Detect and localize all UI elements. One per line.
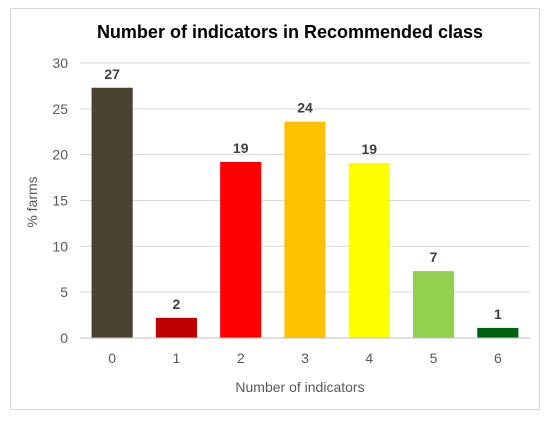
data-label: 24 bbox=[297, 100, 313, 116]
chart-title: Number of indicators in Recommended clas… bbox=[97, 22, 483, 42]
bar-2 bbox=[220, 162, 262, 338]
bar-5 bbox=[413, 271, 455, 338]
y-tick-label: 15 bbox=[52, 193, 68, 209]
y-axis-ticks: 0 5 10 15 20 25 30 bbox=[52, 55, 68, 346]
x-tick-label: 5 bbox=[430, 350, 438, 366]
bar-0 bbox=[91, 87, 133, 338]
data-label: 2 bbox=[173, 296, 181, 312]
x-tick-label: 3 bbox=[301, 350, 309, 366]
x-tick-label: 6 bbox=[494, 350, 502, 366]
y-tick-label: 20 bbox=[52, 147, 68, 163]
x-tick-label: 2 bbox=[237, 350, 245, 366]
bars bbox=[91, 87, 519, 339]
bar-4 bbox=[348, 162, 390, 338]
y-tick-label: 30 bbox=[52, 55, 68, 71]
y-tick-label: 10 bbox=[52, 238, 68, 254]
data-label: 1 bbox=[494, 306, 502, 322]
x-tick-label: 0 bbox=[108, 350, 116, 366]
x-tick-label: 1 bbox=[173, 350, 181, 366]
y-tick-label: 25 bbox=[52, 101, 68, 117]
y-axis-label: % farms bbox=[24, 176, 40, 227]
data-label: 27 bbox=[104, 66, 120, 82]
bar-6 bbox=[477, 327, 519, 338]
y-tick-label: 0 bbox=[60, 330, 68, 346]
x-axis-ticks: 0 1 2 3 4 5 6 bbox=[108, 350, 502, 366]
bar-1 bbox=[155, 317, 197, 338]
x-tick-label: 4 bbox=[365, 350, 373, 366]
bar-3 bbox=[284, 121, 326, 339]
y-tick-label: 5 bbox=[60, 284, 68, 300]
data-label: 19 bbox=[361, 141, 377, 157]
x-axis-label: Number of indicators bbox=[235, 379, 364, 395]
data-label: 19 bbox=[233, 140, 249, 156]
data-label: 7 bbox=[430, 249, 438, 265]
data-labels: 27 2 19 24 19 7 1 bbox=[104, 66, 502, 322]
gridlines bbox=[80, 62, 530, 293]
